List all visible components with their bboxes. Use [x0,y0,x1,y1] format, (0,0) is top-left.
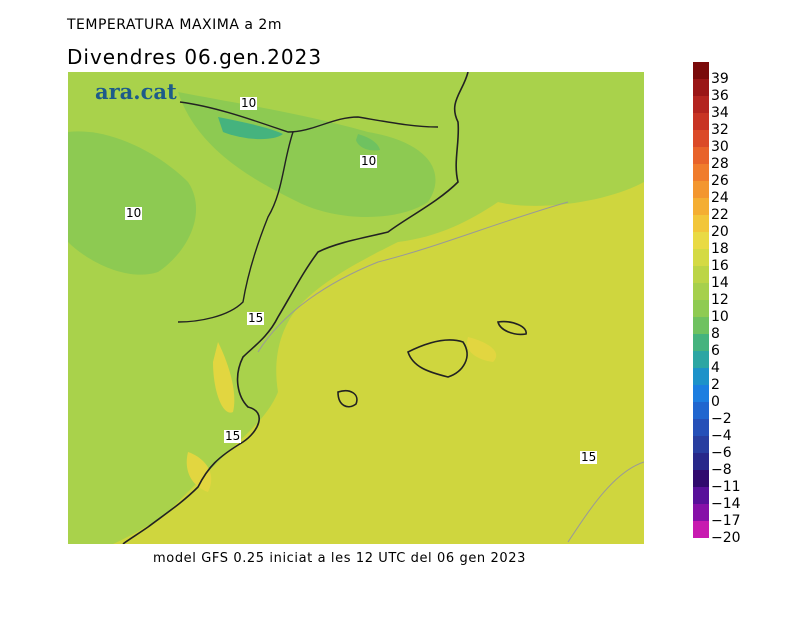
legend-swatch [693,62,709,79]
legend-swatch [693,487,709,504]
chart-title: TEMPERATURA MAXIMA a 2m [67,17,282,33]
legend-swatch [693,351,709,368]
legend-label: 26 [711,173,729,189]
legend-swatch [693,436,709,453]
legend-label: 8 [711,326,720,342]
temperature-map [68,72,644,544]
legend-swatch [693,504,709,521]
pyrenees-peak-2 [356,134,380,151]
legend-swatch [693,402,709,419]
legend-swatch [693,215,709,232]
isoline-label: 10 [360,154,378,168]
legend-label: −11 [711,479,741,495]
island-mallorca [407,339,468,378]
legend-label: −20 [711,530,741,546]
island-ibiza [337,389,358,408]
legend-label: −17 [711,513,741,529]
warm-coast-2 [186,452,212,492]
legend-swatch [693,334,709,351]
warm-island [467,337,497,362]
legend-label: 2 [711,377,720,393]
legend-label: 32 [711,122,729,138]
legend-swatch [693,113,709,130]
isoline-15 [257,201,569,353]
legend-swatch [693,470,709,487]
legend-swatch [693,283,709,300]
legend-label: 0 [711,394,720,410]
coastline [122,72,469,544]
legend-label: −8 [711,462,732,478]
legend-swatch [693,419,709,436]
legend-label: 22 [711,207,729,223]
warm-coast-1 [213,342,235,413]
legend-label: 34 [711,105,729,121]
legend-label: 36 [711,88,729,104]
legend-swatch [693,266,709,283]
pyrenees-peak [218,117,283,140]
chart-subtitle: Divendres 06.gen.2023 [67,45,323,69]
legend-swatch [693,198,709,215]
legend-swatch [693,147,709,164]
color-scale [693,62,709,538]
legend-label: 12 [711,292,729,308]
legend-label: 28 [711,156,729,172]
legend-label: 14 [711,275,729,291]
land-area [68,72,644,544]
border-france [179,101,439,133]
border-inland [177,131,294,323]
legend-label: 4 [711,360,720,376]
legend-swatch [693,317,709,334]
legend-label: −4 [711,428,732,444]
legend-swatch [693,300,709,317]
isoline-15-south [567,461,644,543]
legend-label: 10 [711,309,729,325]
legend-swatch [693,453,709,470]
legend-label: 18 [711,241,729,257]
legend-label: −2 [711,411,732,427]
legend-label: −6 [711,445,732,461]
inland-green [68,131,197,275]
legend-swatch [693,181,709,198]
legend-label: −14 [711,496,741,512]
island-menorca [497,320,527,336]
model-footer: model GFS 0.25 iniciat a les 12 UTC del … [153,551,526,566]
isoline-label: 15 [224,429,242,443]
legend-swatch [693,249,709,266]
map-canvas [68,72,644,544]
isoline-label: 15 [580,450,598,464]
legend-swatch [693,96,709,113]
legend-label: 16 [711,258,729,274]
legend-label: 30 [711,139,729,155]
legend-swatch [693,164,709,181]
isoline-label: 10 [240,96,258,110]
legend-swatch [693,368,709,385]
legend-label: 39 [711,71,729,87]
ara-cat-logo: ara.cat [95,79,177,104]
legend-swatch [693,385,709,402]
legend-swatch [693,130,709,147]
legend-swatch [693,521,709,538]
legend-label: 20 [711,224,729,240]
isoline-label: 10 [125,206,143,220]
isoline-label: 15 [247,311,265,325]
legend-label: 24 [711,190,729,206]
legend-label: 6 [711,343,720,359]
legend-swatch [693,79,709,96]
legend-swatch [693,232,709,249]
